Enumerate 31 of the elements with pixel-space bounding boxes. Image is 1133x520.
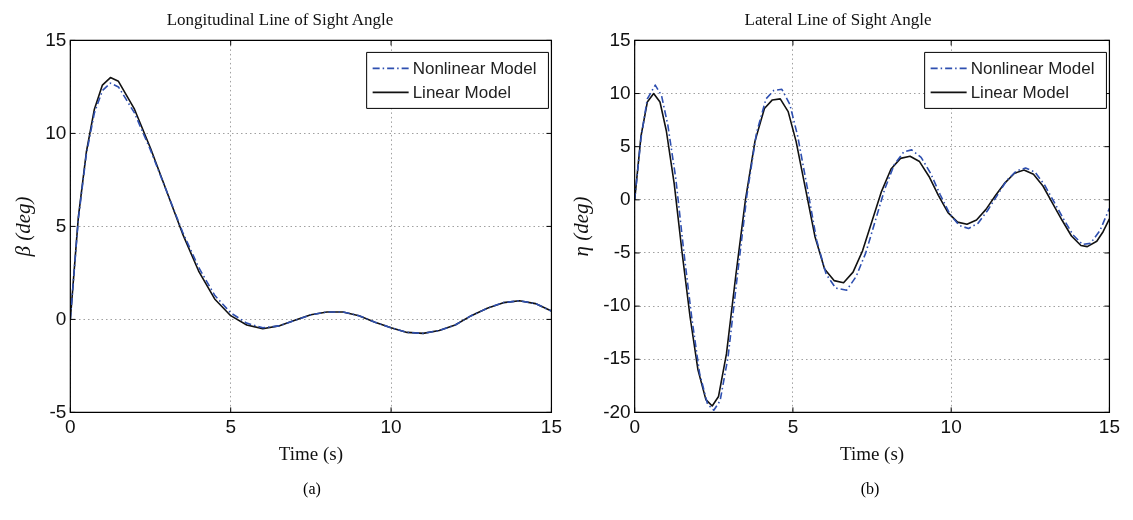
- y-tick-label: -15: [603, 347, 631, 369]
- text: (b): [859, 480, 880, 498]
- legend-label: Linear Model: [970, 83, 1069, 103]
- x-axis-title: Time (s): [278, 442, 343, 465]
- y-tick-label: 15: [45, 28, 67, 50]
- x-tick-label: 10: [940, 416, 962, 438]
- legend-label: Nonlinear Model: [970, 59, 1095, 79]
- y-tick-label: 10: [45, 121, 67, 143]
- x-tick-label: 10: [380, 416, 402, 438]
- chart-title: Lateral Line of Sight Angle: [744, 9, 932, 29]
- legend-label: Linear Model: [412, 83, 511, 103]
- y-tick-label: 15: [609, 28, 631, 50]
- chart-title: Longitudinal Line of Sight Angle: [166, 9, 394, 29]
- y-tick-label: -10: [603, 294, 631, 316]
- y-tick-label: -5: [49, 400, 67, 422]
- y-tick-label: 0: [55, 307, 67, 329]
- y-tick-label: -20: [603, 400, 631, 422]
- x-tick-label: 5: [225, 416, 236, 438]
- text: (a): [302, 480, 321, 498]
- y-tick-label: -5: [613, 241, 631, 263]
- x-tick-label: 5: [787, 416, 799, 438]
- x-axis-title: Time (s): [839, 442, 905, 465]
- y-tick-label: 5: [55, 214, 67, 236]
- y-tick-label: 5: [620, 134, 631, 156]
- legend-label: Nonlinear Model: [412, 59, 537, 79]
- y-tick-label: 10: [609, 81, 631, 103]
- y-tick-label: 0: [620, 188, 631, 210]
- y-axis-title: β (deg): [11, 196, 36, 258]
- x-tick-label: 15: [540, 416, 562, 438]
- x-tick-label: 15: [1098, 416, 1120, 438]
- y-axis-title: η (deg): [569, 196, 594, 257]
